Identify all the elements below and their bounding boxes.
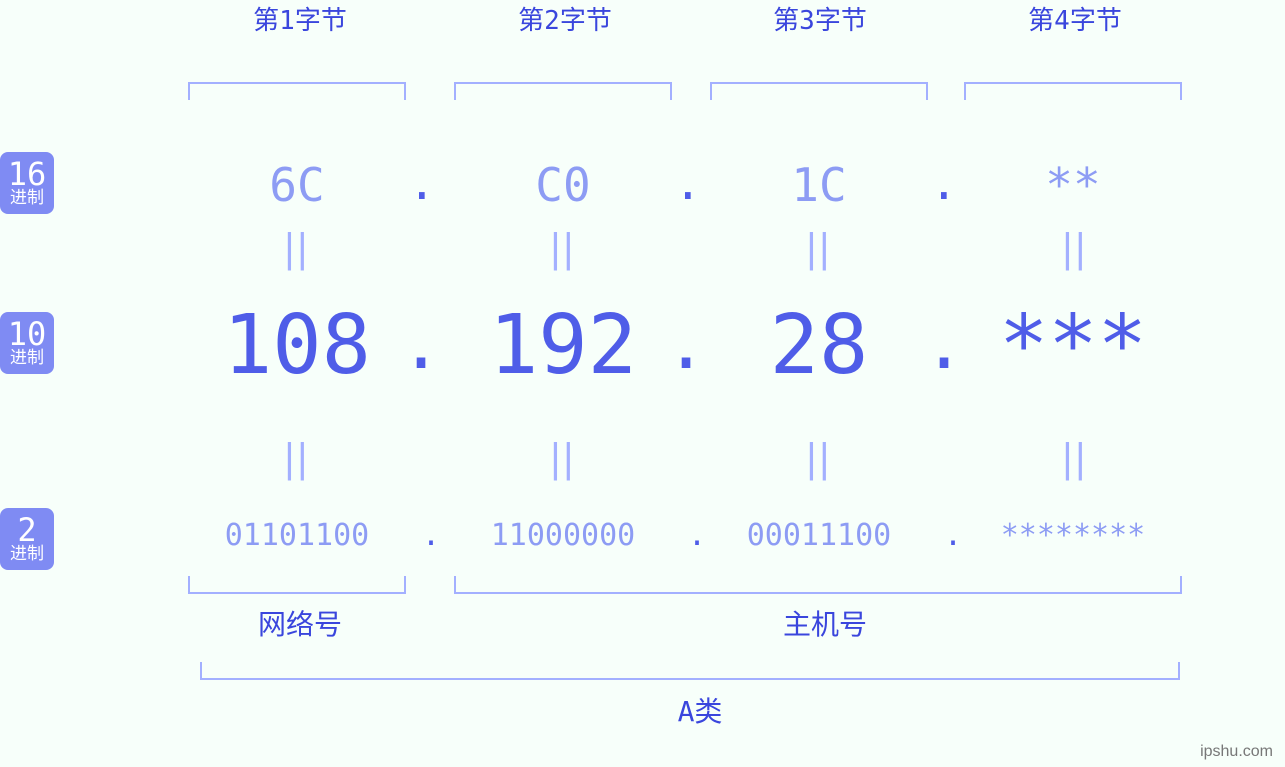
top-bracket-2	[454, 82, 672, 100]
col-header-3: 第3字节	[765, 0, 875, 37]
dec-byte-2: 192	[454, 298, 672, 393]
watermark: ipshu.com	[1200, 743, 1273, 761]
eq-hex-dec-4: ||	[1056, 226, 1082, 270]
dec-byte-4: ***	[964, 298, 1182, 393]
dec-byte-1: 108	[188, 298, 406, 393]
bin-dot-3: .	[944, 518, 962, 553]
bracket-network	[188, 576, 406, 594]
label-host: 主机号	[760, 603, 890, 643]
col-header-1: 第1字节	[245, 0, 355, 37]
diagram-root: 第1字节 第2字节 第3字节 第4字节 16 进制 10 进制 2 进制 6C …	[0, 0, 1285, 767]
bracket-host	[454, 576, 1182, 594]
bin-byte-1: 01101100	[178, 518, 416, 553]
eq-hex-dec-2: ||	[544, 226, 570, 270]
badge-bin-num: 2	[0, 514, 54, 548]
dec-byte-3: 28	[710, 298, 928, 393]
bin-byte-3: 00011100	[700, 518, 938, 553]
hex-byte-1: 6C	[188, 158, 406, 212]
dec-dot-2: .	[665, 303, 707, 385]
badge-dec: 10 进制	[0, 312, 54, 374]
col-header-2: 第2字节	[510, 0, 620, 37]
label-class: A类	[650, 690, 750, 730]
hex-dot-3: .	[930, 156, 958, 210]
bin-byte-4: ********	[954, 518, 1192, 553]
hex-dot-2: .	[674, 156, 702, 210]
top-bracket-4	[964, 82, 1182, 100]
eq-dec-bin-3: ||	[800, 436, 826, 480]
hex-dot-1: .	[408, 156, 436, 210]
dec-dot-3: .	[923, 303, 965, 385]
eq-dec-bin-4: ||	[1056, 436, 1082, 480]
eq-hex-dec-3: ||	[800, 226, 826, 270]
bin-byte-2: 11000000	[444, 518, 682, 553]
badge-hex-num: 16	[0, 158, 54, 192]
eq-dec-bin-1: ||	[278, 436, 304, 480]
hex-byte-2: C0	[454, 158, 672, 212]
badge-dec-num: 10	[0, 318, 54, 352]
label-network: 网络号	[235, 603, 365, 643]
badge-hex: 16 进制	[0, 152, 54, 214]
dec-dot-1: .	[400, 303, 442, 385]
eq-hex-dec-1: ||	[278, 226, 304, 270]
top-bracket-1	[188, 82, 406, 100]
col-header-4: 第4字节	[1020, 0, 1130, 37]
badge-bin-label: 进制	[0, 546, 54, 564]
badge-bin: 2 进制	[0, 508, 54, 570]
hex-byte-3: 1C	[710, 158, 928, 212]
bracket-class	[200, 662, 1180, 680]
hex-byte-4: **	[964, 158, 1182, 212]
bin-dot-2: .	[688, 518, 706, 553]
top-bracket-3	[710, 82, 928, 100]
bin-dot-1: .	[422, 518, 440, 553]
eq-dec-bin-2: ||	[544, 436, 570, 480]
